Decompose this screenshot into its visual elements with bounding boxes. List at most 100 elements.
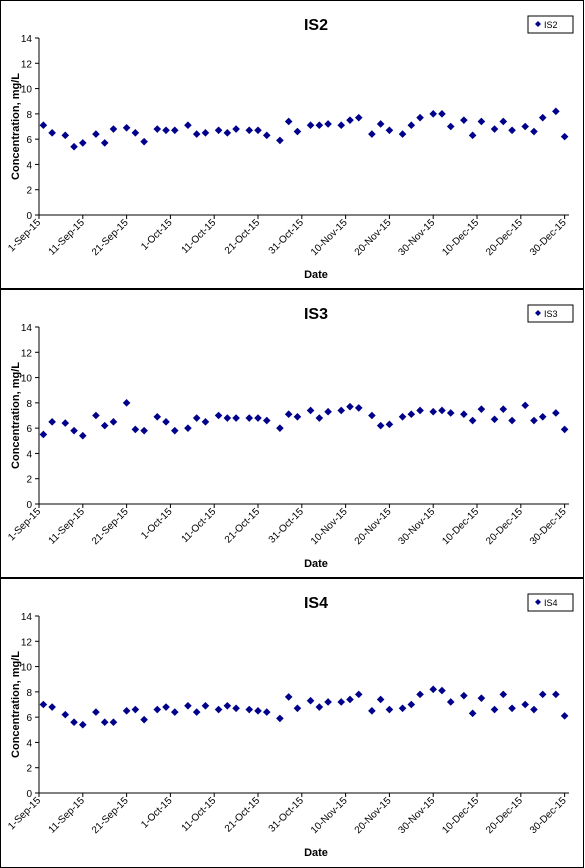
data-point xyxy=(162,703,170,711)
chart-is2: IS2 0 2 4 6 8 10 12 14 1-Sep-15 11-Sep-15 21-Sep-15… xyxy=(6,15,574,281)
y-tick-label: 8 xyxy=(26,110,32,121)
x-tick-label: 1-Oct-15 xyxy=(139,795,175,831)
data-point xyxy=(39,700,48,709)
y-tick-label: 8 xyxy=(26,399,32,410)
y-tick-label: 4 xyxy=(26,738,32,749)
data-point xyxy=(398,412,407,421)
data-point xyxy=(232,704,240,713)
x-tick-label: 30-Dec-15 xyxy=(528,795,569,836)
data-point xyxy=(39,121,48,130)
x-tick-label: 11-Sep-15 xyxy=(47,795,88,836)
y-tick-label: 0 xyxy=(26,500,32,511)
data-point xyxy=(184,121,192,130)
data-point xyxy=(293,412,302,421)
chart-title: IS3 xyxy=(304,306,328,323)
data-point xyxy=(100,421,109,430)
y-tick-label: 0 xyxy=(26,211,32,222)
y-tick-label: 10 xyxy=(21,85,33,96)
data-point xyxy=(254,126,262,135)
data-point xyxy=(245,414,254,422)
legend-box xyxy=(527,593,574,612)
y-tick-label: 10 xyxy=(21,663,33,674)
data-point xyxy=(201,129,210,137)
chart-title: IS4 xyxy=(304,595,328,612)
data-point xyxy=(79,431,87,440)
data-point xyxy=(92,130,100,138)
data-point xyxy=(477,117,486,126)
data-point xyxy=(192,130,201,138)
x-tick-label: 20-Dec-15 xyxy=(484,795,525,836)
data-point xyxy=(79,720,87,729)
x-tick-label: 31-Oct-15 xyxy=(267,795,307,835)
data-point xyxy=(376,421,385,430)
chart-panel-is2: IS2 0 2 4 6 8 10 12 14 1-Sep-15 11-Sep-15 21-Sep-15… xyxy=(0,0,584,289)
data-point xyxy=(560,425,569,434)
data-point xyxy=(315,121,324,130)
data-point xyxy=(508,704,516,713)
x-axis-title: Date xyxy=(304,847,328,859)
x-tick-label: 10-Nov-15 xyxy=(309,795,350,836)
y-axis-title: Concentration, mg/L xyxy=(10,362,22,469)
y-tick-label: 2 xyxy=(26,764,32,775)
x-tick-label: 1-Sep-15 xyxy=(6,506,43,543)
y-tick-label: 6 xyxy=(26,135,32,146)
legend-marker xyxy=(535,21,541,27)
data-point xyxy=(538,690,547,699)
data-point xyxy=(490,705,499,714)
x-tick-label: 11-Oct-15 xyxy=(180,506,219,545)
data-point xyxy=(354,113,363,122)
x-tick-label: 20-Nov-15 xyxy=(353,506,394,547)
data-point xyxy=(324,120,332,128)
data-point xyxy=(293,127,302,136)
data-point xyxy=(521,700,529,709)
data-point xyxy=(284,693,293,701)
data-point xyxy=(530,705,538,714)
data-point xyxy=(354,690,363,699)
data-point xyxy=(262,416,271,425)
data-point xyxy=(438,686,446,695)
y-tick-label: 14 xyxy=(21,34,33,45)
data-point xyxy=(499,117,508,126)
data-point xyxy=(315,703,324,711)
x-tick-label: 31-Oct-15 xyxy=(267,506,307,546)
data-point xyxy=(460,116,468,124)
data-point xyxy=(429,685,438,694)
y-tick-label: 12 xyxy=(21,637,33,648)
data-point xyxy=(232,125,240,133)
chart-is4: IS4 0 2 4 6 8 10 12 14 1-Sep-15 11-Sep-15 21-Sep-15… xyxy=(6,593,574,859)
x-tick-label: 10-Dec-15 xyxy=(440,795,481,836)
y-tick-label: 14 xyxy=(21,612,33,623)
y-tick-label: 4 xyxy=(26,160,32,171)
x-tick-label: 11-Oct-15 xyxy=(180,795,219,834)
y-tick-label: 14 xyxy=(21,323,33,334)
data-point xyxy=(538,412,547,421)
x-axis-title: Date xyxy=(304,269,328,281)
data-point xyxy=(184,424,192,432)
data-point xyxy=(490,125,499,133)
y-axis-title: Concentration, mg/L xyxy=(10,651,22,758)
data-point xyxy=(446,698,455,706)
data-point xyxy=(153,125,162,133)
data-point xyxy=(70,426,78,435)
data-point xyxy=(214,126,223,135)
data-point xyxy=(284,410,293,419)
y-tick-label: 8 xyxy=(26,688,32,699)
data-point xyxy=(223,129,232,137)
data-point xyxy=(92,411,100,420)
data-point xyxy=(468,131,477,140)
data-point xyxy=(122,123,131,132)
y-tick-label: 12 xyxy=(21,348,33,359)
data-point xyxy=(499,405,508,413)
data-point xyxy=(368,707,376,715)
data-point xyxy=(416,690,424,699)
data-point xyxy=(468,416,477,425)
data-point xyxy=(521,401,529,410)
data-point xyxy=(201,701,210,710)
data-point xyxy=(477,694,486,702)
data-point xyxy=(446,122,455,131)
data-point xyxy=(92,708,100,716)
data-point xyxy=(223,414,232,422)
data-point xyxy=(223,701,232,710)
data-point xyxy=(438,406,446,415)
data-point xyxy=(468,709,477,718)
